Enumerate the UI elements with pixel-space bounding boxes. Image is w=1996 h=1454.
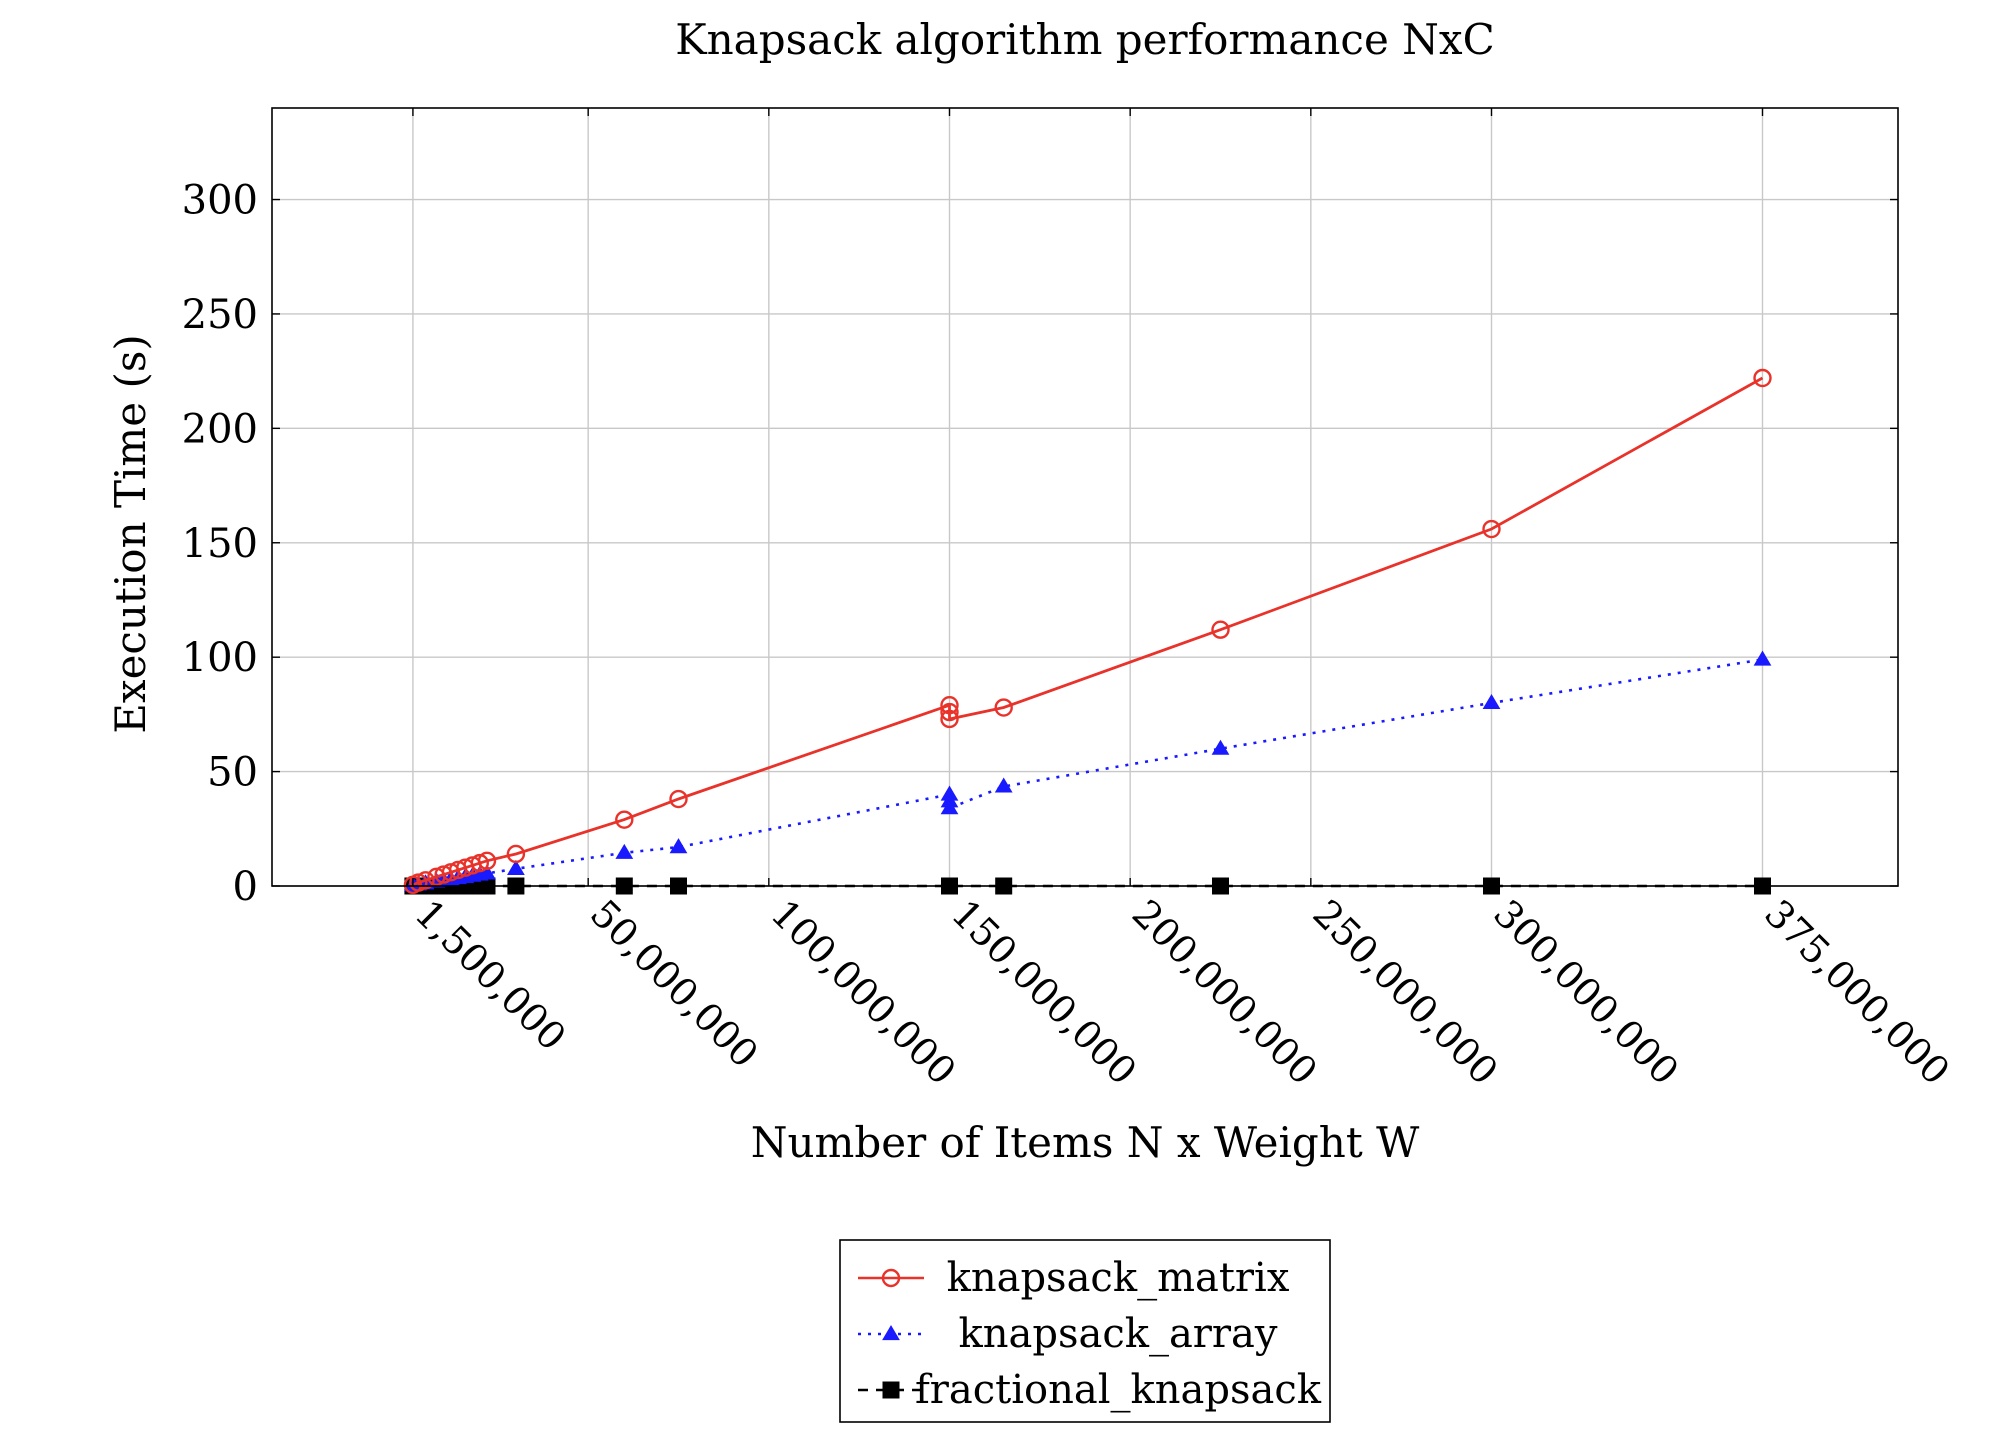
x-tick-label: 300,000,000 bbox=[1485, 891, 1687, 1093]
data-point bbox=[994, 698, 1013, 717]
data-point bbox=[994, 777, 1013, 793]
y-tick-label: 50 bbox=[207, 750, 258, 796]
data-point bbox=[1482, 519, 1501, 539]
data-point bbox=[1211, 620, 1230, 639]
series-line bbox=[412, 658, 1763, 887]
legend-item: knapsack_array bbox=[858, 1311, 1278, 1357]
data-point bbox=[669, 838, 688, 854]
x-tick-label: 50,000,000 bbox=[582, 891, 767, 1076]
data-point bbox=[470, 853, 489, 873]
x-axis-label: Number of Items N x Weight W bbox=[751, 1118, 1420, 1167]
y-tick-label: 200 bbox=[182, 406, 258, 452]
legend-marker bbox=[882, 1325, 900, 1341]
series-line bbox=[412, 376, 1764, 887]
data-point bbox=[940, 709, 959, 729]
series-knapsack_matrix bbox=[403, 368, 1772, 895]
x-tick-label: 150,000,000 bbox=[943, 891, 1145, 1093]
y-tick-label: 100 bbox=[182, 635, 258, 681]
y-tick-label: 300 bbox=[182, 178, 258, 224]
y-axis-label: Execution Time (s) bbox=[106, 334, 155, 734]
grid bbox=[272, 108, 1898, 887]
data-point bbox=[506, 844, 526, 864]
data-point bbox=[940, 702, 959, 722]
data-point bbox=[1211, 739, 1230, 755]
data-point bbox=[1753, 368, 1772, 388]
data-point bbox=[940, 799, 959, 815]
x-tick-label: 250,000,000 bbox=[1304, 891, 1506, 1093]
data-point bbox=[1482, 693, 1501, 710]
legend-marker bbox=[881, 1268, 901, 1288]
legend-marker bbox=[882, 1381, 900, 1399]
data-point bbox=[615, 810, 634, 829]
x-tick-label: 200,000,000 bbox=[1124, 891, 1326, 1093]
y-tick-label: 150 bbox=[182, 521, 258, 567]
data-point bbox=[507, 859, 525, 875]
x-tick-label: 375,000,000 bbox=[1756, 891, 1958, 1093]
chart-title: Knapsack algorithm performance NxC bbox=[675, 15, 1494, 64]
y-tick-label: 250 bbox=[182, 292, 258, 338]
data-point bbox=[940, 696, 959, 715]
legend-label: knapsack_matrix bbox=[947, 1255, 1290, 1301]
legend-item: fractional_knapsack bbox=[858, 1367, 1322, 1413]
data-point bbox=[477, 851, 497, 871]
y-tick-label: 0 bbox=[233, 864, 258, 910]
legend-label: knapsack_array bbox=[958, 1311, 1277, 1357]
data-point bbox=[409, 873, 428, 892]
data-point bbox=[1753, 650, 1772, 666]
data-point bbox=[669, 789, 688, 809]
data-point bbox=[615, 843, 634, 859]
legend-items: knapsack_matrix knapsack_array fractional_… bbox=[858, 1255, 1322, 1413]
data-point bbox=[416, 871, 435, 890]
plot-series bbox=[403, 368, 1772, 895]
legend: knapsack_matrix knapsack_array fractional_… bbox=[839, 1239, 1331, 1423]
data-point bbox=[478, 864, 496, 880]
legend-item: knapsack_matrix bbox=[858, 1255, 1290, 1301]
x-tick-label: 100,000,000 bbox=[762, 891, 964, 1093]
legend-label: fractional_knapsack bbox=[915, 1367, 1322, 1413]
x-tick-label: 1,500,000 bbox=[407, 891, 575, 1059]
axis-ticks: 1,500,000 50,000,000100,000,000150,000,00… bbox=[182, 108, 1958, 1093]
plot-frame bbox=[271, 107, 1899, 887]
legend-box bbox=[839, 1239, 1331, 1423]
